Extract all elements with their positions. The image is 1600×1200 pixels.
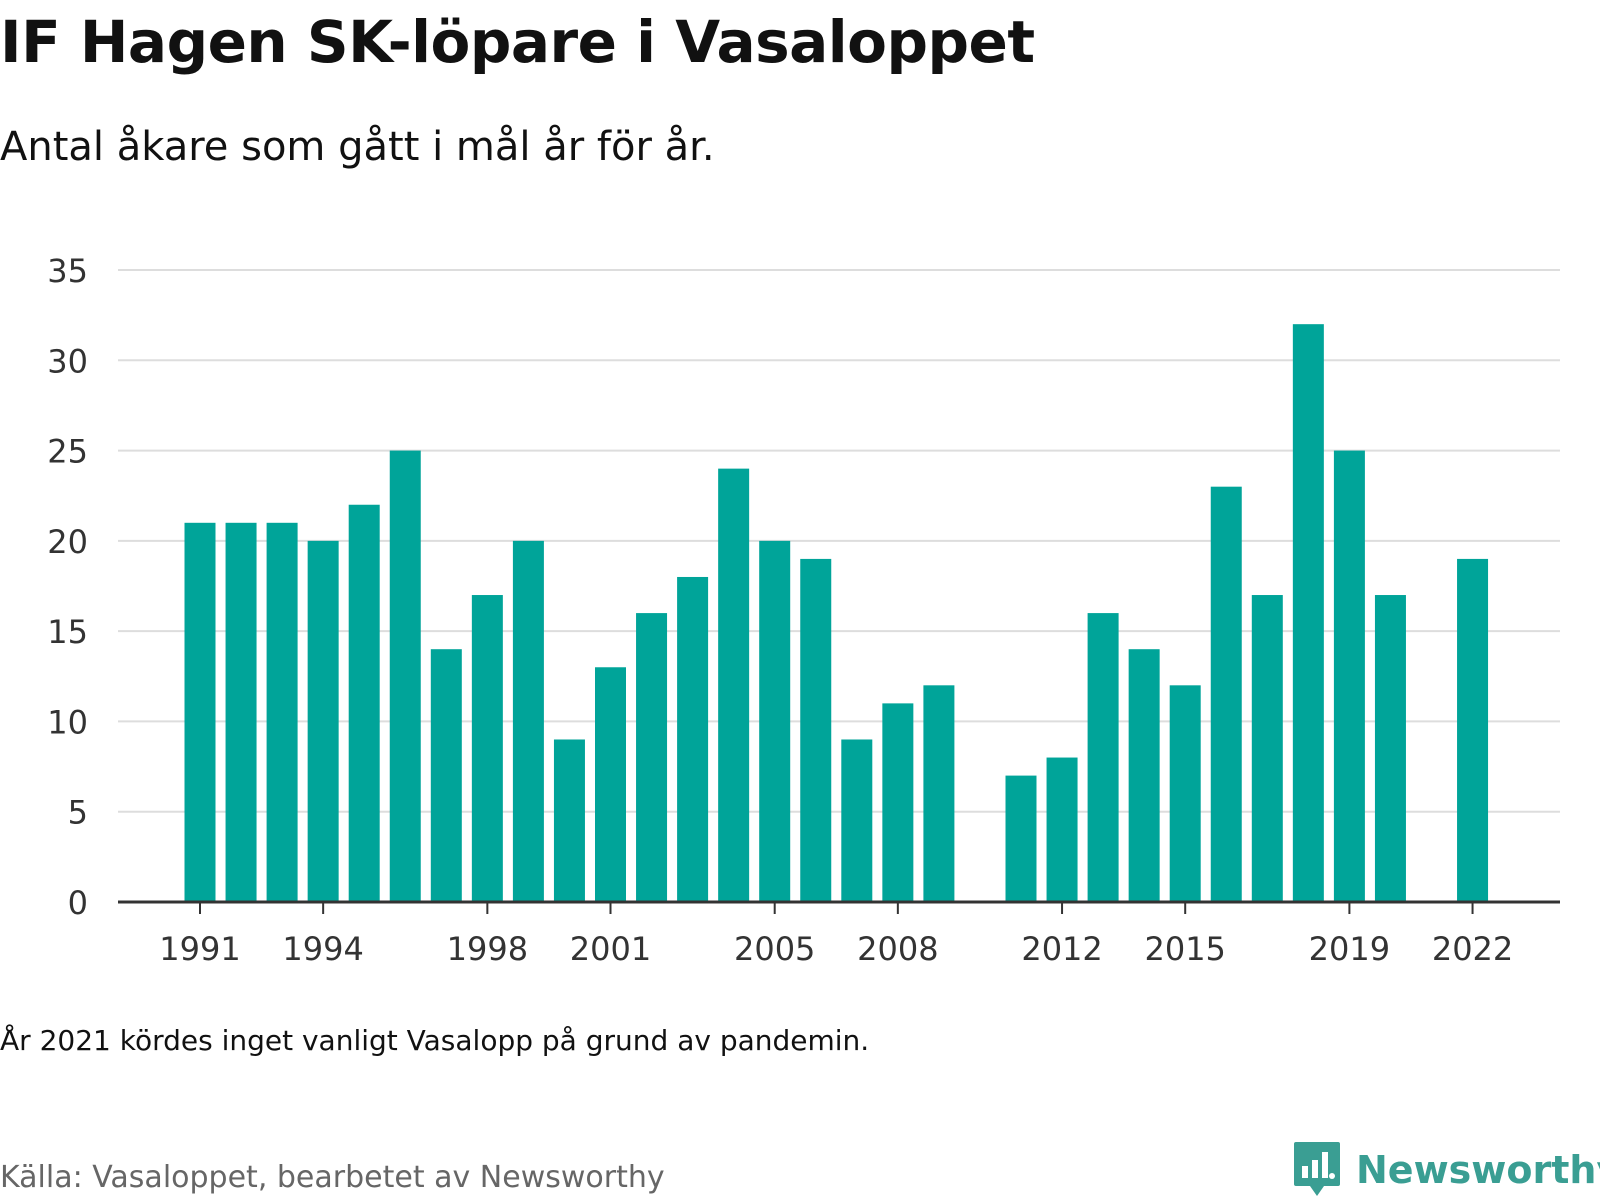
x-tick-label: 2001 <box>570 930 651 968</box>
bar-2014 <box>1128 649 1160 902</box>
bar-2006 <box>800 558 832 902</box>
bar-2020 <box>1374 595 1406 902</box>
bar-2004 <box>718 468 750 902</box>
x-tick-label: 2008 <box>857 930 938 968</box>
bar-2003 <box>677 576 709 902</box>
y-tick-label: 30 <box>47 342 88 380</box>
y-tick-label: 35 <box>47 252 88 290</box>
bar-2018 <box>1292 324 1324 903</box>
bar-2008 <box>882 703 914 902</box>
axes: 0 5 10 15 20 25 30 35 1991 1994 1998 2001 2005 2008 20… <box>47 252 1560 968</box>
y-tick-label: 15 <box>47 613 88 651</box>
x-tick-label: 2005 <box>734 930 815 968</box>
bar-2019 <box>1333 450 1365 902</box>
bars <box>184 324 1489 903</box>
bar-2001 <box>595 667 626 902</box>
y-tick-label: 0 <box>68 884 88 922</box>
x-tick-label: 2019 <box>1309 930 1390 968</box>
bar-2016 <box>1210 486 1242 902</box>
bar-1999 <box>512 540 544 902</box>
bar-chart: 0 5 10 15 20 25 30 35 1991 1994 1998 2001 2005 2008 20… <box>47 252 1560 968</box>
bar-2015 <box>1169 685 1201 902</box>
brand-name: Newsworthy <box>1356 1148 1600 1192</box>
x-tick-label: 2015 <box>1144 930 1225 968</box>
newsworthy-brand: Newsworthy <box>1292 1140 1600 1200</box>
bar-2022 <box>1457 558 1489 902</box>
y-tick-label: 20 <box>47 523 88 561</box>
chart-title: IF Hagen SK-löpare i Vasaloppet <box>0 8 1035 76</box>
bar-1997 <box>430 649 462 902</box>
bar-2000 <box>553 739 585 902</box>
bar-2007 <box>841 739 873 902</box>
bar-1991 <box>184 522 216 902</box>
bar-2013 <box>1087 613 1119 902</box>
x-tick-label: 2022 <box>1432 930 1513 968</box>
bar-1993 <box>266 522 298 902</box>
y-tick-label: 5 <box>68 794 88 832</box>
source-credit: Källa: Vasaloppet, bearbetet av Newswort… <box>0 1160 665 1195</box>
x-tick-label: 1998 <box>447 930 528 968</box>
y-tick-label: 10 <box>47 703 88 741</box>
bar-2009 <box>923 685 955 902</box>
newsworthy-logo-icon <box>1294 1142 1340 1196</box>
bar-2012 <box>1046 757 1078 902</box>
bar-2017 <box>1251 595 1283 902</box>
bar-1992 <box>225 522 257 902</box>
bar-1996 <box>389 450 421 902</box>
bar-2011 <box>1005 775 1037 902</box>
bar-1995 <box>348 504 380 902</box>
chart-subtitle: Antal åkare som gått i mål år för år. <box>0 124 715 170</box>
bar-1994 <box>307 540 339 902</box>
x-tick-label: 1991 <box>159 930 240 968</box>
bar-2002 <box>636 613 668 902</box>
bar-2005 <box>759 540 791 902</box>
x-tick-label: 2012 <box>1021 930 1102 968</box>
chart-note: År 2021 kördes inget vanligt Vasalopp på… <box>0 1024 870 1057</box>
bar-1998 <box>471 595 503 902</box>
x-tick-label: 1994 <box>282 930 363 968</box>
y-tick-label: 25 <box>47 433 88 471</box>
